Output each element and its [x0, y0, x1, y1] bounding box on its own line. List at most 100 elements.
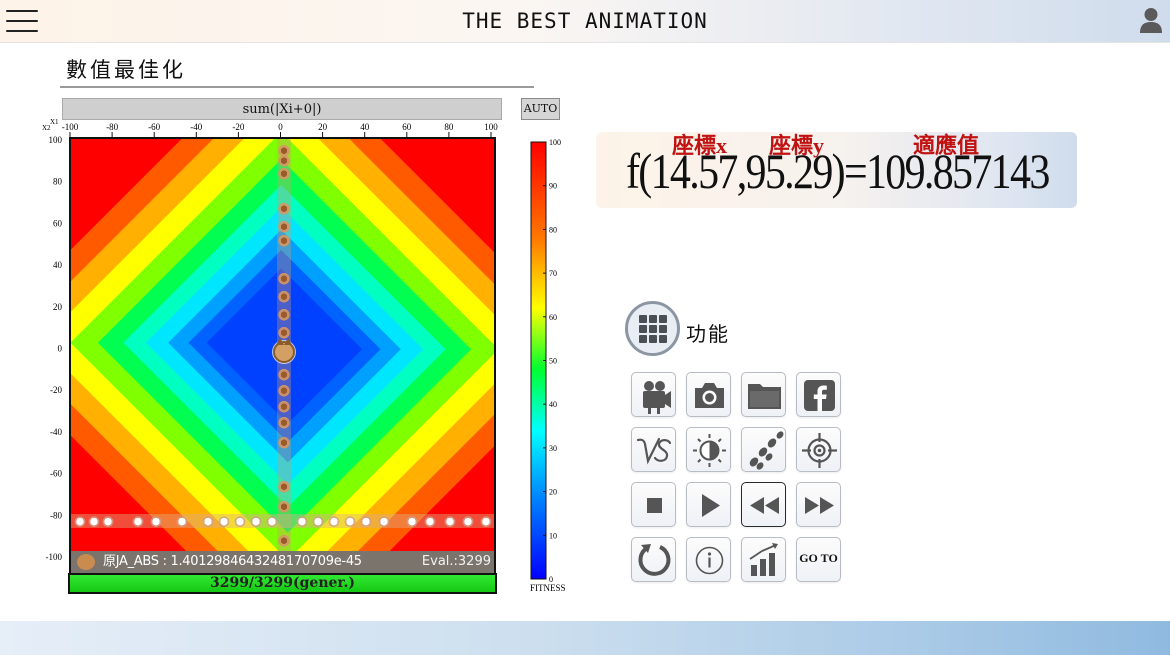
fitness-formula: f(14.57,95.29)=109.857143: [626, 143, 1050, 199]
facebook-icon: [804, 380, 835, 411]
y-axis-name: X2: [42, 124, 51, 132]
title-divider: [60, 86, 534, 88]
grid-menu-icon[interactable]: [625, 301, 680, 356]
annotation-fitness: 適應值: [913, 133, 980, 158]
screenshot-button[interactable]: [686, 372, 731, 417]
y-tick-label: 20: [53, 302, 63, 312]
fitness-heatmap[interactable]: [69, 137, 496, 551]
paw-trail-icon: [277, 289, 291, 303]
statistics-button[interactable]: [741, 537, 786, 582]
paw-trail-icon: [359, 515, 373, 527]
paw-trail-icon: [249, 515, 263, 527]
compare-vs-button[interactable]: [631, 427, 676, 472]
paw-trail-icon: [277, 219, 291, 233]
paw-trail-icon: [265, 515, 279, 527]
colorbar-tick-label: 10: [549, 531, 557, 540]
info-icon: [695, 546, 724, 575]
paw-trail-icon: [277, 533, 291, 547]
annotation-y: 座標y: [769, 133, 825, 158]
stop-button[interactable]: [631, 482, 676, 527]
contrast-icon: [693, 434, 726, 467]
paw-trail-icon: [175, 515, 189, 527]
paw-trail-icon: [277, 367, 291, 381]
auto-scale-button[interactable]: AUTO: [521, 98, 560, 120]
goto-label: GO TO: [799, 551, 838, 565]
colorbar-tick-label: 50: [549, 357, 557, 366]
status-bar: 原JA_ABS : 1.4012984643248170709e-45 Eval…: [69, 551, 496, 573]
info-button[interactable]: [686, 537, 731, 582]
hamburger-menu-icon[interactable]: [6, 8, 38, 34]
paw-trail-icon: [277, 479, 291, 493]
colorbar-tick-label: 100: [549, 138, 561, 147]
paw-trail-icon: [343, 515, 357, 527]
x-ticks: -100 -80 -60 -40 -20 0 20 40 60 80 100: [62, 122, 498, 137]
x-tick-label: -40: [190, 122, 202, 132]
reset-button[interactable]: [631, 537, 676, 582]
x-tick-label: -20: [232, 122, 244, 132]
colorbar-tick-label: 90: [549, 182, 557, 191]
colorbar-tick-label: 60: [549, 313, 557, 322]
paw-trail-icon: [479, 515, 493, 527]
page-title: 數值最佳化: [66, 58, 186, 82]
evaluation-count: Eval.:3299: [421, 554, 491, 569]
colorbar-tick-label: 30: [549, 444, 557, 453]
paw-trail-icon: [461, 515, 475, 527]
x-tick-label: -80: [106, 122, 118, 132]
brightness-contrast-button[interactable]: [686, 427, 731, 472]
goto-button[interactable]: GO TO: [796, 537, 841, 582]
vs-icon: [636, 437, 672, 465]
y-tick-label: 100: [49, 135, 63, 145]
paw-trail-icon: [277, 166, 291, 180]
y-ticks: 100 80 60 40 20 0 -20 -40 -60 -80 -100: [46, 135, 63, 562]
formula-panel: [596, 132, 1077, 208]
colorbar-label: FITNESS: [530, 583, 566, 593]
paw-trail-icon: [295, 515, 309, 527]
cat-agent-icon: [273, 338, 295, 363]
fast-forward-button[interactable]: [796, 482, 841, 527]
y-tick-label: 60: [53, 218, 63, 228]
open-folder-button[interactable]: [741, 372, 786, 417]
x-tick-label: 60: [402, 122, 412, 132]
play-button[interactable]: [686, 482, 731, 527]
colorbar-tick-label: 80: [549, 225, 557, 234]
x-tick-label: 0: [278, 122, 283, 132]
function-name-bar: sum(|Xi+0|): [62, 98, 502, 120]
paw-trail-icon: [277, 201, 291, 215]
y-tick-label: 40: [53, 260, 63, 270]
y-tick-label: -40: [50, 427, 62, 437]
paw-trail-icon: [201, 515, 215, 527]
best-fitness-text: 原JA_ABS : 1.4012984643248170709e-45: [103, 554, 362, 569]
x-tick-label: 20: [318, 122, 328, 132]
refresh-icon: [638, 544, 671, 576]
user-account-icon[interactable]: [1138, 6, 1164, 34]
colorbar-tick-label: 70: [549, 269, 557, 278]
video-camera-icon: [643, 381, 671, 414]
paw-trail-icon: [217, 515, 231, 527]
paw-trail-icon: [277, 271, 291, 285]
paw-trail-icon: [101, 515, 115, 527]
rewind-icon: [750, 497, 779, 514]
generation-progress-bar: 3299/3299(gener.): [68, 573, 497, 594]
paw-trail-icon: [277, 415, 291, 429]
y-tick-label: -100: [46, 552, 63, 562]
footer-band: [0, 621, 1170, 655]
trail-toggle-button[interactable]: [741, 427, 786, 472]
y-tick-label: -20: [50, 385, 62, 395]
paw-trail-icon: [277, 307, 291, 321]
play-icon: [702, 494, 720, 517]
facebook-share-button[interactable]: [796, 372, 841, 417]
x-tick-label: -60: [148, 122, 160, 132]
target-button[interactable]: [796, 427, 841, 472]
colorbar-tick-label: 40: [549, 400, 557, 409]
paw-trail-icon: [131, 515, 145, 527]
paw-trail-icon: [277, 399, 291, 413]
rewind-button[interactable]: [741, 482, 786, 527]
paw-trail-icon: [277, 435, 291, 449]
fast-forward-icon: [805, 497, 834, 514]
paw-trail-icon: [423, 515, 437, 527]
paw-trail-icon: [277, 233, 291, 247]
y-tick-label: 0: [58, 344, 63, 354]
footprints-icon: [749, 431, 784, 470]
record-video-button[interactable]: [631, 372, 676, 417]
